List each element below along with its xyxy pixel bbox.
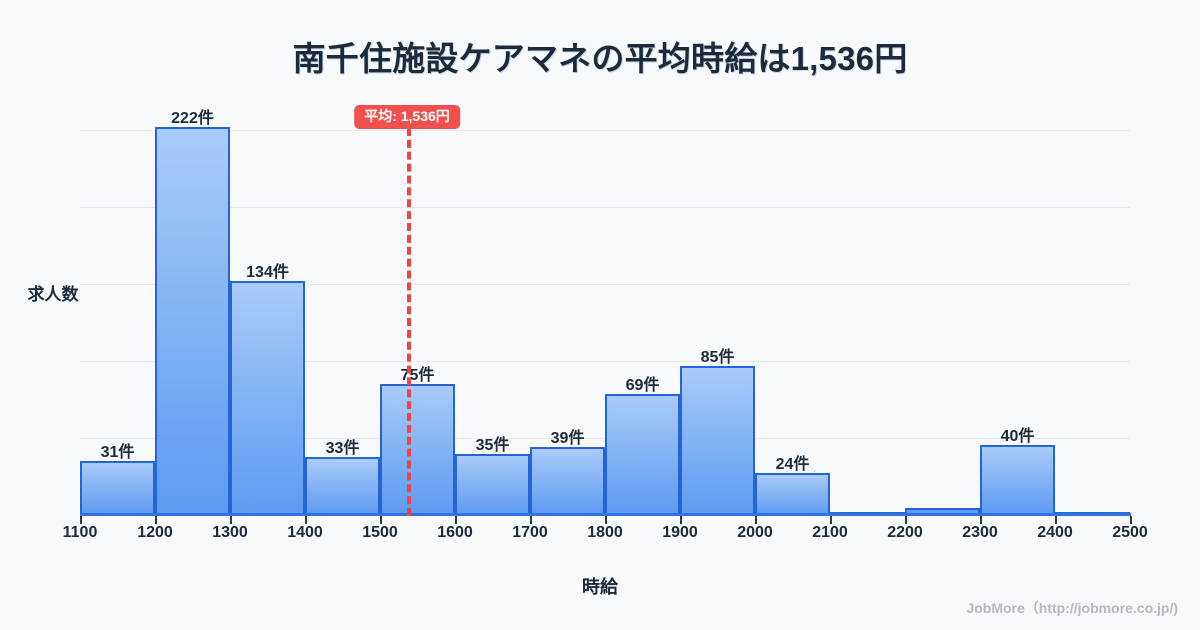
plot-area: 31件 222件 134件 33件 75件 35件 39件 69件 85件 24件 40件 [80, 95, 1130, 515]
x-axis-tick-label: 2400 [1037, 524, 1073, 541]
x-axis-tick-label: 2500 [1112, 524, 1148, 541]
histogram-bar[interactable] [455, 453, 530, 515]
x-axis-tick [830, 516, 832, 524]
bar-value-label: 69件 [625, 377, 660, 395]
average-line [407, 128, 411, 516]
bar-value-label: 40件 [1000, 428, 1035, 445]
x-axis-tick [455, 516, 457, 524]
histogram-bar[interactable] [80, 460, 155, 515]
gridline [80, 361, 1130, 362]
average-badge: 平均: 1,536円 [354, 105, 460, 130]
x-axis-tick-label: 2300 [962, 524, 998, 541]
x-axis-tick-label: 2100 [812, 524, 848, 541]
bar-value-label: 31件 [100, 443, 135, 461]
x-axis-tick-label: 1100 [62, 524, 98, 541]
x-axis-tick [755, 516, 757, 524]
bar-value-label: 35件 [475, 436, 510, 454]
x-axis-title: 時給 [582, 577, 618, 597]
x-axis-tick [155, 516, 157, 524]
histogram-bar[interactable] [980, 445, 1055, 515]
bar-value-label: 222件 [171, 109, 214, 127]
bar-value-label: 75件 [400, 366, 435, 384]
x-axis-tick-label: 2000 [737, 524, 773, 541]
histogram-bar[interactable] [755, 473, 830, 515]
gridline [80, 130, 1130, 131]
chart-title: 南千住施設ケアマネの平均時給は1,536円 [292, 40, 908, 77]
x-axis-tick-label: 1800 [587, 524, 623, 541]
x-axis-tick [530, 516, 532, 524]
x-axis-tick [1130, 516, 1132, 524]
x-axis-tick-label: 1400 [287, 524, 323, 541]
bar-value-label: 85件 [700, 349, 735, 367]
x-axis-line [80, 513, 1131, 516]
bar-value-label: 134件 [246, 263, 289, 281]
x-axis-tick-label: 1900 [662, 524, 698, 541]
bar-value-label: 33件 [325, 440, 360, 458]
footer-credit: JobMore（http://jobmore.co.jp/) [966, 600, 1178, 616]
histogram-bar[interactable] [530, 446, 605, 515]
x-axis-tick [1055, 516, 1057, 524]
x-axis-tick-label: 2200 [887, 524, 923, 541]
histogram-bar[interactable] [305, 457, 380, 515]
x-axis-tick-label: 1300 [212, 524, 248, 541]
bar-value-label: 39件 [550, 429, 585, 447]
x-axis-tick-label: 1200 [137, 524, 173, 541]
x-axis-tick [680, 516, 682, 524]
x-axis-tick-label: 1500 [362, 524, 398, 541]
histogram-bar[interactable] [905, 508, 980, 515]
x-axis-tick [380, 516, 382, 524]
x-axis-tick-label: 1700 [512, 524, 548, 541]
x-axis-tick [905, 516, 907, 524]
x-axis-tick-label: 1600 [437, 524, 473, 541]
histogram-bar[interactable] [380, 383, 455, 515]
x-axis-tick [80, 516, 82, 524]
histogram-bar[interactable] [155, 126, 230, 515]
histogram-bar[interactable] [605, 394, 680, 515]
x-axis-tick [305, 516, 307, 524]
gridline [80, 207, 1130, 208]
histogram-bar[interactable] [680, 366, 755, 515]
histogram-bar[interactable] [230, 280, 305, 515]
x-axis-tick [980, 516, 982, 524]
x-axis-tick [230, 516, 232, 524]
y-axis-title: 求人数 [27, 285, 79, 304]
x-axis-tick [605, 516, 607, 524]
bar-value-label: 24件 [775, 456, 810, 473]
gridline [80, 284, 1130, 285]
